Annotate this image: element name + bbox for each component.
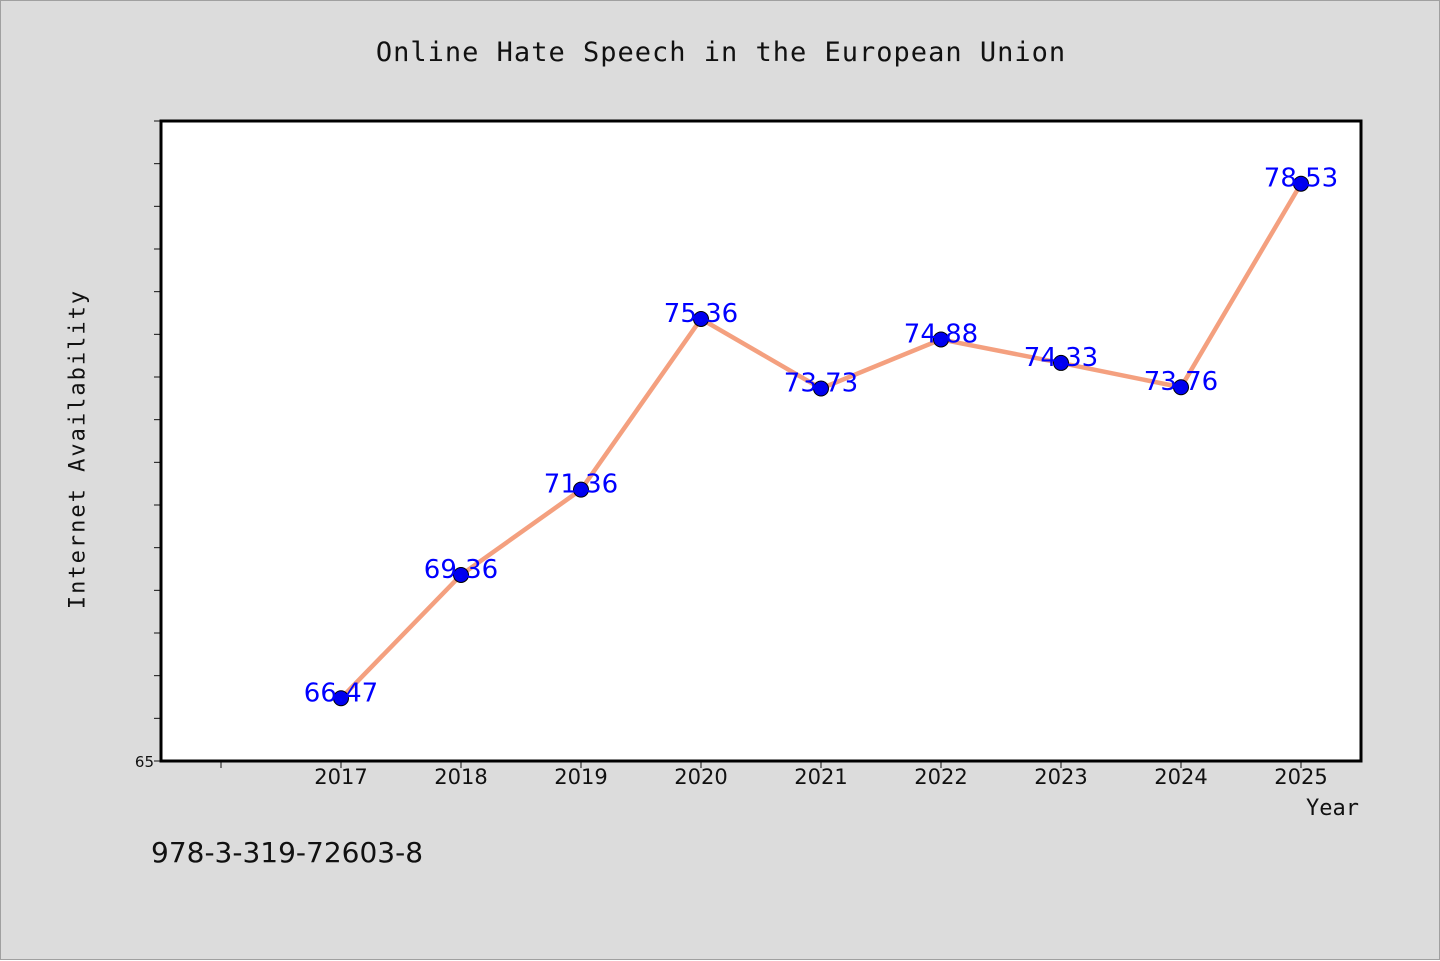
- data-point: [333, 690, 349, 707]
- chart-title: Online Hate Speech in the European Union: [375, 37, 1067, 68]
- data-label: 73.76: [1144, 367, 1218, 397]
- data-point: [1293, 175, 1309, 192]
- y-tick-label: 65: [135, 753, 154, 771]
- x-axis-label: Year: [1306, 796, 1359, 821]
- x-tick-label: 2021: [794, 765, 847, 789]
- data-point: [453, 566, 469, 583]
- data-point: [693, 310, 709, 327]
- x-tick-label: 2025: [1274, 765, 1327, 789]
- x-tick-label: 2017: [314, 765, 367, 789]
- data-point: [573, 481, 589, 498]
- isbn-footnote: 978-3-319-72603-8: [151, 836, 424, 869]
- data-label: 74.33: [1024, 343, 1098, 373]
- x-tick-label: 2018: [434, 765, 487, 789]
- x-tick-label: 2022: [914, 765, 967, 789]
- data-point: [1053, 354, 1069, 371]
- data-label: 73.73: [784, 369, 858, 399]
- plot-frame: [159, 119, 1363, 763]
- x-tick-label: 2024: [1154, 765, 1207, 789]
- data-label: 71.36: [544, 470, 618, 500]
- data-label: 75.36: [664, 299, 738, 329]
- data-label: 74.88: [904, 319, 978, 349]
- x-tick-label: 2019: [554, 765, 607, 789]
- data-label: 78.53: [1264, 164, 1338, 194]
- plot-area: [161, 121, 1361, 761]
- data-point: [813, 380, 829, 397]
- x-tick-label: 2020: [674, 765, 727, 789]
- data-label: 66.47: [304, 678, 378, 708]
- y-axis-label: Internet Availability: [65, 288, 91, 610]
- data-label: 69.36: [424, 555, 498, 585]
- data-point: [1173, 379, 1189, 396]
- data-point: [933, 331, 949, 348]
- x-tick-label: 2023: [1034, 765, 1087, 789]
